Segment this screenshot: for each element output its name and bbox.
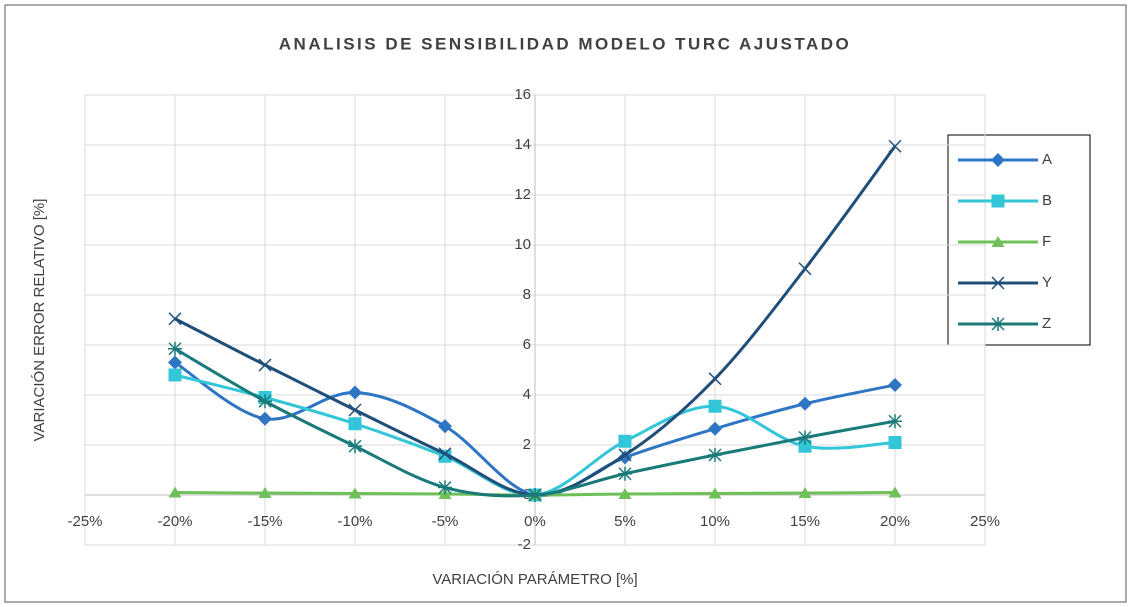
- y-tick-label: 16: [514, 86, 531, 103]
- y-tick-label: 12: [514, 186, 531, 203]
- x-tick-label: 15%: [790, 513, 820, 530]
- x-tick-label: 20%: [880, 513, 910, 530]
- legend-marker: [991, 236, 1005, 247]
- marker: [168, 486, 182, 498]
- legend-label: A: [1042, 151, 1052, 168]
- legend-marker: [991, 194, 1005, 208]
- x-tick-label: -5%: [432, 513, 459, 530]
- marker: [798, 439, 812, 453]
- legend-label: Z: [1042, 315, 1051, 332]
- y-tick-label: 4: [523, 386, 531, 403]
- legend-marker: [991, 153, 1005, 167]
- legend-label: B: [1042, 192, 1052, 209]
- marker: [888, 486, 902, 498]
- x-tick-label: 5%: [614, 513, 636, 530]
- y-tick-label: 6: [523, 336, 531, 353]
- y-tick-label: 8: [523, 286, 531, 303]
- marker: [348, 403, 362, 417]
- marker: [618, 434, 632, 448]
- marker: [618, 466, 632, 481]
- marker: [708, 448, 722, 462]
- marker: [168, 355, 182, 370]
- y-tick-label: 10: [514, 236, 531, 253]
- marker: [798, 396, 812, 411]
- marker: [348, 487, 362, 499]
- marker: [888, 414, 902, 429]
- chart-border: [4, 4, 1127, 603]
- marker: [258, 487, 272, 498]
- y-tick-label: 2: [523, 436, 531, 453]
- y-axis-label: VARIACIÓN ERROR RELATIVO [%]: [31, 199, 48, 442]
- marker: [168, 368, 182, 382]
- y-tick-label: 14: [514, 136, 531, 153]
- x-tick-label: 25%: [970, 513, 1000, 530]
- x-tick-label: -20%: [157, 513, 192, 530]
- marker: [438, 480, 452, 495]
- marker: [618, 448, 632, 462]
- chart-title: ANALISIS DE SENSIBILIDAD MODELO TURC AJU…: [279, 34, 851, 53]
- marker: [888, 436, 902, 449]
- x-tick-label: -10%: [337, 513, 372, 530]
- marker: [888, 378, 902, 392]
- marker: [708, 372, 722, 386]
- marker: [798, 262, 812, 276]
- legend-marker: [991, 317, 1005, 331]
- marker: [618, 488, 632, 499]
- y-tick-label: -2: [518, 536, 531, 553]
- legend-box: [947, 134, 1091, 346]
- marker: [888, 139, 902, 153]
- marker: [168, 312, 182, 326]
- marker: [798, 430, 812, 445]
- marker: [528, 488, 542, 502]
- marker: [258, 411, 272, 426]
- marker: [798, 487, 812, 498]
- x-tick-label: -15%: [247, 513, 282, 530]
- marker: [348, 417, 362, 431]
- marker: [708, 399, 722, 413]
- marker: [348, 439, 362, 454]
- marker: [438, 419, 452, 434]
- x-tick-label: -25%: [67, 513, 102, 530]
- marker: [258, 394, 272, 409]
- legend-label: Y: [1042, 274, 1052, 291]
- x-axis-label: VARIACIÓN PARÁMETRO [%]: [432, 571, 637, 588]
- legend-marker: [991, 276, 1005, 290]
- marker: [258, 358, 272, 372]
- marker: [708, 487, 722, 499]
- legend-label: F: [1042, 233, 1051, 250]
- x-tick-label: 10%: [700, 513, 730, 530]
- marker: [348, 385, 362, 400]
- marker: [708, 421, 722, 436]
- marker: [438, 447, 452, 461]
- marker: [168, 341, 182, 356]
